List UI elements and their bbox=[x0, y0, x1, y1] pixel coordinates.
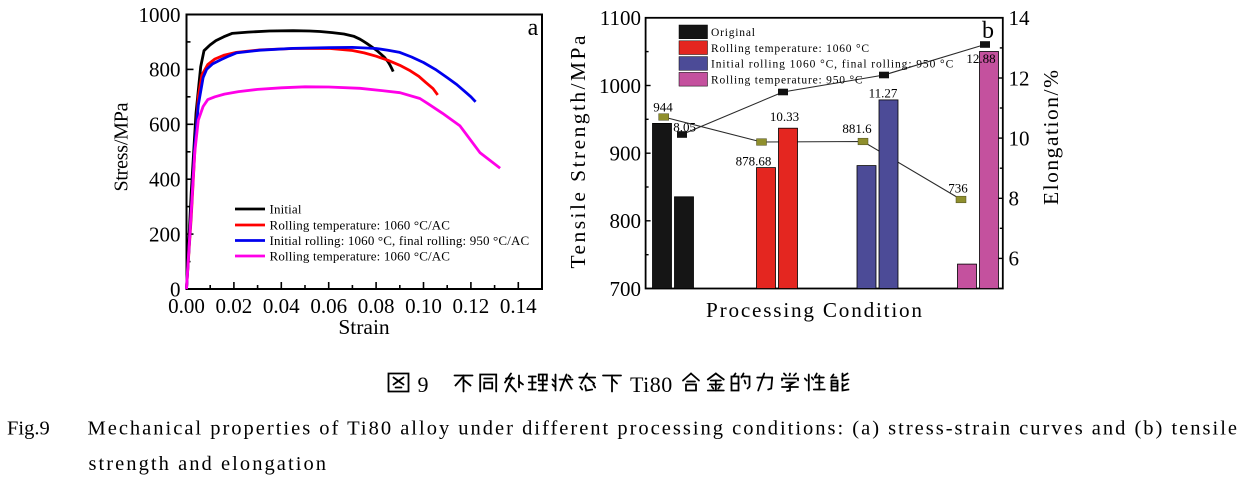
svg-text:900: 900 bbox=[610, 142, 642, 166]
svg-text:0.02: 0.02 bbox=[216, 294, 253, 318]
svg-text:0.10: 0.10 bbox=[405, 294, 442, 318]
svg-text:Rolling temperature: 1060 °C: Rolling temperature: 1060 °C bbox=[711, 43, 870, 55]
svg-text:0.14: 0.14 bbox=[500, 294, 537, 318]
svg-text:0.06: 0.06 bbox=[310, 294, 347, 318]
svg-text:200: 200 bbox=[149, 222, 181, 246]
svg-text:0: 0 bbox=[170, 277, 181, 301]
svg-text:400: 400 bbox=[149, 168, 181, 192]
svg-text:800: 800 bbox=[149, 58, 181, 82]
svg-text:0.04: 0.04 bbox=[263, 294, 300, 318]
svg-text:12.88: 12.88 bbox=[966, 51, 995, 66]
svg-text:0.00: 0.00 bbox=[168, 294, 205, 318]
svg-text:Fig.9: Fig.9 bbox=[7, 418, 50, 440]
svg-text:Strain: Strain bbox=[338, 315, 390, 339]
svg-text:6: 6 bbox=[1009, 247, 1020, 271]
svg-text:14: 14 bbox=[1009, 6, 1031, 30]
svg-text:8.05: 8.05 bbox=[673, 119, 696, 134]
svg-text:Initial rolling 1060 °C, fina: Initial rolling 1060 °C, final rolling: … bbox=[711, 59, 954, 71]
svg-text:878.68: 878.68 bbox=[736, 154, 772, 169]
svg-text:1100: 1100 bbox=[600, 6, 641, 30]
svg-text:0.12: 0.12 bbox=[453, 294, 490, 318]
svg-text:10.33: 10.33 bbox=[770, 109, 799, 124]
svg-text:b: b bbox=[982, 18, 994, 44]
svg-text:800: 800 bbox=[610, 209, 642, 233]
svg-text:9: 9 bbox=[418, 372, 429, 397]
svg-text:736: 736 bbox=[948, 181, 968, 196]
svg-text:Initial: Initial bbox=[270, 202, 302, 217]
svg-text:Stress/MPa: Stress/MPa bbox=[111, 102, 133, 191]
svg-text:10: 10 bbox=[1009, 126, 1030, 150]
svg-text:11.27: 11.27 bbox=[869, 86, 898, 101]
svg-text:Rolling temperature: 1060 °C/A: Rolling temperature: 1060 °C/AC bbox=[270, 249, 451, 264]
svg-text:strength and elongation: strength and elongation bbox=[89, 453, 327, 475]
svg-text:a: a bbox=[528, 15, 539, 41]
svg-text:600: 600 bbox=[149, 113, 181, 137]
svg-text:Elongation/%: Elongation/% bbox=[1039, 70, 1063, 205]
svg-text:12: 12 bbox=[1009, 66, 1030, 90]
svg-text:Mechanical properties of Ti80: Mechanical properties of Ti80 alloy unde… bbox=[88, 418, 1238, 440]
svg-text:1000: 1000 bbox=[139, 3, 181, 27]
svg-text:Ti80: Ti80 bbox=[630, 372, 673, 397]
svg-text:Initial rolling: 1060 °C, fina: Initial rolling: 1060 °C, final rolling:… bbox=[270, 233, 530, 248]
svg-text:8: 8 bbox=[1009, 187, 1020, 211]
svg-text:944: 944 bbox=[653, 100, 673, 115]
svg-text:Rolling temperature: 1060 °C/A: Rolling temperature: 1060 °C/AC bbox=[270, 218, 451, 233]
svg-text:0.08: 0.08 bbox=[358, 294, 395, 318]
svg-text:Original: Original bbox=[711, 27, 756, 39]
svg-text:Rolling temperature: 950 °C: Rolling temperature: 950 °C bbox=[711, 74, 863, 86]
svg-text:881.6: 881.6 bbox=[842, 121, 872, 136]
svg-text:700: 700 bbox=[610, 277, 642, 301]
svg-text:1000: 1000 bbox=[599, 74, 641, 98]
